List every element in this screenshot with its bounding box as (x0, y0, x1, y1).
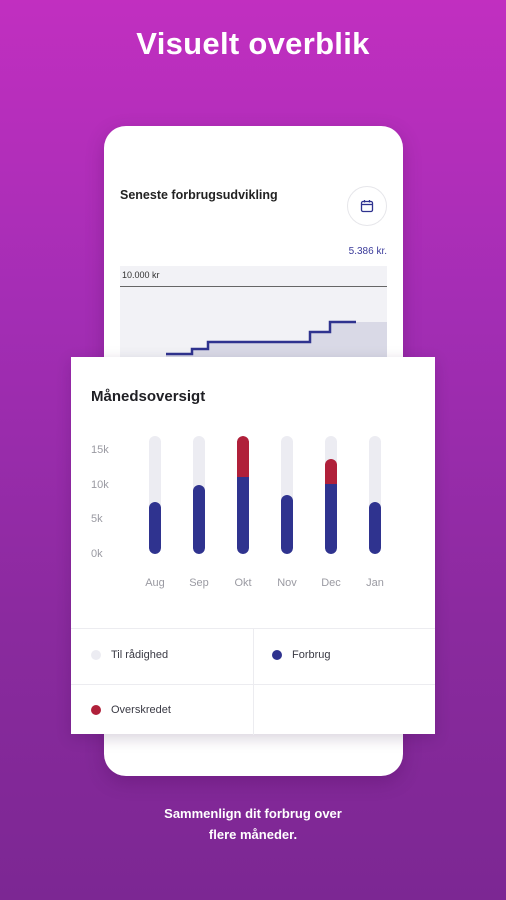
x-tick-label: Dec (321, 577, 341, 589)
bar-available-sep (193, 436, 205, 554)
bar-available-jan (369, 436, 381, 554)
bar-spending-sep (193, 484, 205, 554)
bar-spending-jan (369, 501, 381, 554)
legend-dot-available (91, 650, 101, 660)
bar-spending-aug (149, 501, 161, 554)
caption: Sammenlign dit forbrug over flere månede… (0, 803, 506, 845)
calendar-button[interactable] (347, 186, 387, 226)
legend-dot-spending (272, 650, 282, 660)
calendar-icon (360, 200, 374, 213)
legend-item-available: Til rådighed (91, 649, 168, 661)
bar-available-aug (149, 436, 161, 554)
legend-label-available: Til rådighed (111, 649, 169, 661)
card-title: Månedsoversigt (91, 388, 206, 405)
y-tick-label: 0k (91, 548, 103, 560)
current-amount: 5.386 kr. (348, 246, 387, 257)
bar-available-okt (237, 436, 249, 554)
x-tick-label: Jan (366, 577, 384, 589)
x-tick-label: Nov (277, 577, 297, 589)
bar-overspent-okt (237, 436, 249, 477)
monthly-overview-card: Månedsoversigt 15k 10k 5k 0k Aug Sep Okt Nov De… (71, 357, 435, 735)
legend-label-overspent: Overskredet (111, 704, 171, 716)
legend-item-spending: Forbrug (272, 649, 331, 661)
y-tick-label: 15k (91, 443, 109, 456)
mini-chart-max-label: 10.000 kr (122, 270, 160, 280)
x-tick-label: Okt (234, 577, 252, 589)
legend-divider-vertical (253, 629, 254, 735)
mini-chart-limit-line (120, 286, 387, 287)
section-title: Seneste forbrugsudvikling (120, 188, 278, 202)
legend-item-overspent: Overskredet (91, 704, 171, 716)
legend-divider-horizontal (71, 684, 435, 685)
caption-line-2: flere måneder. (208, 827, 298, 842)
legend-label-spending: Forbrug (292, 649, 331, 661)
spending-trend-chart: 10.000 kr (120, 266, 387, 361)
x-tick-label: Sep (189, 577, 209, 589)
caption-line-1: Sammenlign dit forbrug over (164, 806, 342, 821)
legend: Til rådighed Forbrug Overskredet (71, 628, 435, 735)
bar-spending-okt (237, 470, 249, 554)
y-tick-label: 10k (91, 478, 109, 491)
bar-available-dec (325, 436, 337, 554)
x-tick-label: Aug (145, 577, 165, 589)
bar-spending-nov (281, 495, 293, 554)
bar-overspent-dec (325, 458, 337, 484)
legend-dot-overspent (91, 705, 101, 715)
bar-spending-dec (325, 477, 337, 554)
mini-chart-plot (166, 320, 387, 361)
y-tick-label: 5k (91, 513, 103, 526)
bar-available-nov (281, 436, 293, 554)
headline: Visuelt overblik (136, 26, 370, 61)
